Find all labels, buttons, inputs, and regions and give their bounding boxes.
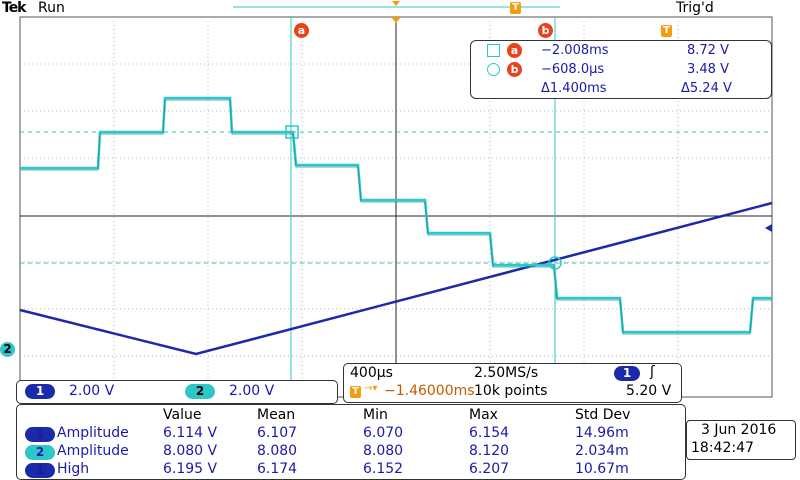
cursor-b-volt: 3.48 V [687,62,729,77]
row-name: Amplitude [57,443,129,459]
col-header-stddev: Std Dev [575,407,631,423]
row-mean: 6.174 [257,461,298,477]
row-name: High [57,461,90,477]
row-std: 2.034m [575,443,629,459]
row-value: 6.195 V [163,461,218,477]
record-length: 10k points [474,383,548,399]
cursor-b-time: −608.0µs [541,62,605,77]
trigger-level: 5.20 V [626,383,672,399]
channel-scale-bar[interactable]: 1 2.00 V 2 2.00 V [16,380,338,404]
datetime-panel: 3 Jun 2016 18:42:47 [686,420,796,460]
trigger-position-icon: T [350,386,361,398]
trigger-state: Trig'd [676,0,714,16]
cursor-delta-time: Δ1.400ms [541,81,607,96]
cursor-a-time: −2.008ms [541,43,609,58]
row-value: 8.080 V [163,443,218,459]
cursor-delta-volt: Δ5.24 V [681,81,732,96]
col-header-max: Max [469,407,498,423]
ch2-badge[interactable]: 2 [185,384,215,399]
col-header-mean: Mean [257,407,296,423]
cursor-a-marker[interactable]: a [294,23,309,38]
arrow-right-icon: →▾ [364,383,378,394]
horizontal-position: −1.46000ms [384,383,475,399]
row-max: 6.207 [469,461,510,477]
rising-edge-icon: ʃ [650,364,655,380]
ch1-badge[interactable]: 1 [25,384,55,399]
brand-logo: Tek [2,0,26,16]
timebase-panel[interactable]: 400µs 2.50MS/s 1 ʃ T →▾ −1.46000ms 10k p… [343,363,682,403]
row-max: 8.120 [469,443,510,459]
ch1-scale: 2.00 V [69,383,115,399]
time-text: 18:42:47 [691,440,754,456]
measurement-table: Value Mean Min Max Std Dev 1 Amplitude 6… [16,404,686,480]
row-name: Amplitude [57,425,129,441]
sample-rate: 2.50MS/s [474,365,539,381]
trigger-point-arrow [391,17,401,23]
circle-cursor-icon [487,63,500,76]
col-header-value: Value [163,407,202,423]
cursor-b-badge: b [507,62,522,77]
row-channel-badge: 2 [25,445,55,460]
row-channel-badge: 1 [25,427,55,442]
row-channel-badge: 1 [25,463,55,478]
row-min: 6.070 [363,425,404,441]
trigger-level-arrow [765,224,772,232]
row-std: 14.96m [575,425,629,441]
row-min: 6.152 [363,461,404,477]
ch2-ground-marker[interactable]: 2 [0,342,15,357]
col-header-min: Min [363,407,388,423]
square-cursor-icon [487,44,500,57]
row-value: 6.114 V [163,425,218,441]
row-std: 10.67m [575,461,629,477]
trigger-position-arrow [392,1,400,6]
date-text: 3 Jun 2016 [701,422,777,438]
row-max: 6.154 [469,425,510,441]
row-mean: 6.107 [257,425,298,441]
cursor-a-point [285,125,299,139]
ch1-trace [19,201,773,356]
cursor-b-point [548,256,562,270]
cursor-b-marker[interactable]: b [538,23,553,38]
trigger-marker[interactable]: T [661,25,672,37]
cursor-a-volt: 8.72 V [687,43,729,58]
trigger-source-badge: 1 [614,366,640,381]
acquisition-state: Run [38,0,65,16]
cursor-readout-panel: a −2.008ms 8.72 V b −608.0µs 3.48 V Δ1.4… [470,40,772,99]
trigger-marker-top[interactable]: T [510,2,521,14]
row-mean: 8.080 [257,443,298,459]
ch2-scale: 2.00 V [229,383,275,399]
row-min: 8.080 [363,443,404,459]
cursor-a-badge: a [507,43,522,58]
time-per-div: 400µs [350,365,393,381]
